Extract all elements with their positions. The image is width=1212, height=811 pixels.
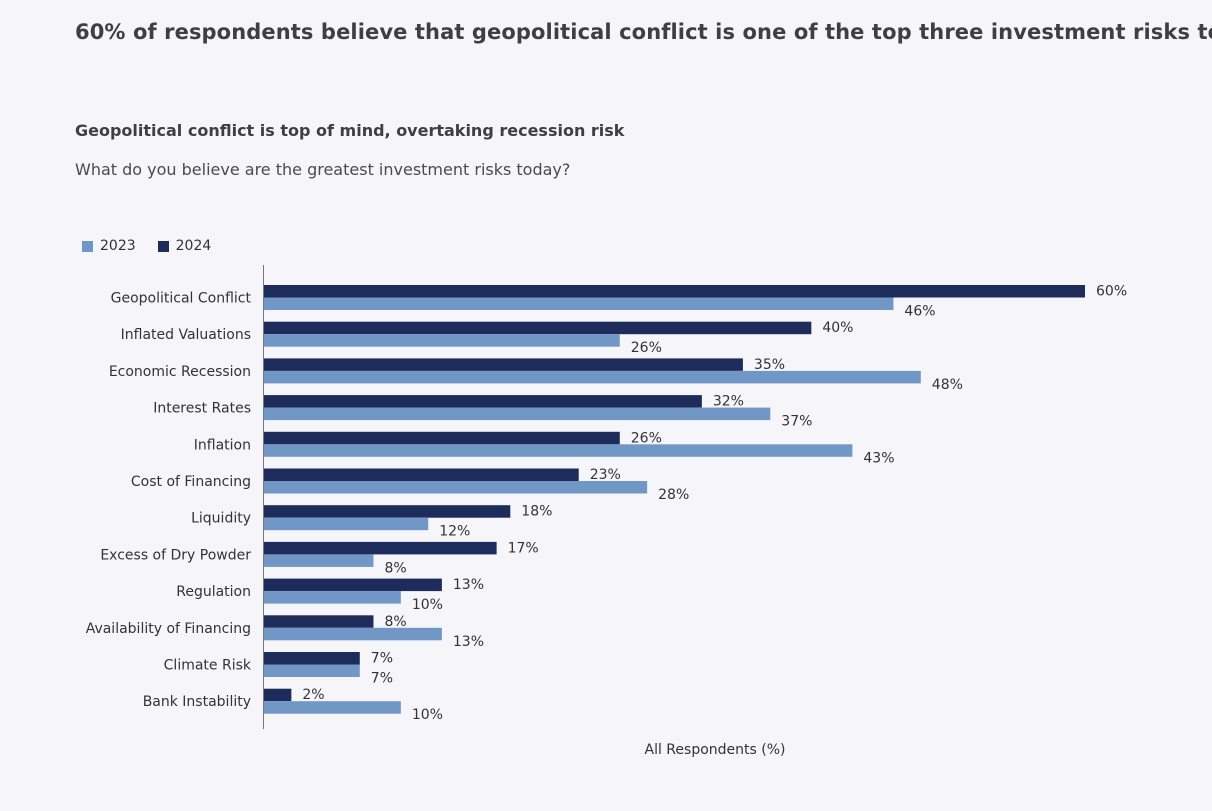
bar-2024-economic-recession xyxy=(264,358,743,371)
bar-2023-excess-of-dry-powder xyxy=(264,554,374,567)
bar-2023-inflation xyxy=(264,444,853,457)
value-label-2024-liquidity: 18% xyxy=(521,504,552,520)
value-label-2023-inflated-valuations: 26% xyxy=(631,340,662,356)
bar-2024-inflation xyxy=(264,431,620,445)
value-label-2024-regulation: 13% xyxy=(453,577,484,593)
value-label-2024-availability-of-financing: 8% xyxy=(384,614,406,630)
chart-subtitle: What do you believe are the greatest inv… xyxy=(75,160,571,179)
bar-2023-inflated-valuations xyxy=(264,334,620,347)
chart-title: Geopolitical conflict is top of mind, ov… xyxy=(75,121,625,140)
value-label-2024-bank-instability: 2% xyxy=(302,687,324,703)
headline: 60% of respondents believe that geopolit… xyxy=(75,20,1212,44)
bar-2024-liquidity xyxy=(264,505,511,518)
legend-label-2023: 2023 xyxy=(100,238,136,254)
bar-2024-cost-of-financing xyxy=(264,468,579,481)
bar-2024-inflated-valuations xyxy=(264,321,812,335)
category-label-inflated-valuations: Inflated Valuations xyxy=(121,327,251,343)
bar-2024-bank-instability xyxy=(264,688,292,702)
category-label-regulation: Regulation xyxy=(176,584,251,600)
legend-swatch-2024 xyxy=(157,240,169,252)
bar-2024-climate-risk xyxy=(264,652,360,665)
value-label-2023-availability-of-financing: 13% xyxy=(453,634,484,650)
bar-2024-regulation xyxy=(264,578,442,592)
bar-2023-cost-of-financing xyxy=(264,481,648,494)
bar-2023-availability-of-financing xyxy=(264,627,442,641)
bar-2023-economic-recession xyxy=(264,370,921,384)
value-label-2023-geopolitical-conflict: 46% xyxy=(904,304,935,320)
value-label-2024-interest-rates: 32% xyxy=(713,394,744,410)
bar-2023-interest-rates xyxy=(264,407,771,421)
legend-item-2023: 2023 xyxy=(82,238,136,254)
bar-2024-excess-of-dry-powder xyxy=(264,541,497,555)
bar-2023-climate-risk xyxy=(264,664,360,677)
category-label-climate-risk: Climate Risk xyxy=(164,658,252,674)
value-label-2023-liquidity: 12% xyxy=(439,524,470,540)
category-label-inflation: Inflation xyxy=(194,437,251,453)
legend-label-2024: 2024 xyxy=(175,238,212,254)
legend: 2023 2024 xyxy=(82,238,233,254)
x-axis-label: All Respondents (%) xyxy=(645,742,786,758)
value-label-2023-regulation: 10% xyxy=(412,597,443,613)
value-label-2024-cost-of-financing: 23% xyxy=(590,467,621,483)
value-label-2024-geopolitical-conflict: 60% xyxy=(1096,284,1127,300)
bar-2024-interest-rates xyxy=(264,395,702,408)
bar-2023-regulation xyxy=(264,591,401,604)
value-label-2023-climate-risk: 7% xyxy=(371,671,393,687)
value-label-2024-inflated-valuations: 40% xyxy=(822,320,853,336)
value-label-2023-excess-of-dry-powder: 8% xyxy=(384,560,406,576)
value-label-2024-excess-of-dry-powder: 17% xyxy=(508,540,539,556)
category-label-cost-of-financing: Cost of Financing xyxy=(131,474,251,490)
bar-2024-geopolitical-conflict xyxy=(264,285,1085,298)
category-label-liquidity: Liquidity xyxy=(191,511,251,527)
value-label-2023-economic-recession: 48% xyxy=(932,377,963,393)
value-label-2023-inflation: 43% xyxy=(863,450,894,466)
value-label-2024-inflation: 26% xyxy=(631,430,662,446)
category-label-economic-recession: Economic Recession xyxy=(109,364,251,380)
category-label-excess-of-dry-powder: Excess of Dry Powder xyxy=(100,547,251,563)
bar-2023-geopolitical-conflict xyxy=(264,297,894,310)
bar-2024-availability-of-financing xyxy=(264,615,374,628)
legend-item-2024: 2024 xyxy=(157,238,212,254)
category-label-bank-instability: Bank Instability xyxy=(143,694,251,710)
bar-2023-liquidity xyxy=(264,517,429,531)
value-label-2023-interest-rates: 37% xyxy=(781,414,812,430)
value-label-2024-economic-recession: 35% xyxy=(754,357,785,373)
category-label-interest-rates: Interest Rates xyxy=(153,401,251,417)
category-label-availability-of-financing: Availability of Financing xyxy=(86,621,251,637)
value-label-2023-bank-instability: 10% xyxy=(412,707,443,723)
bar-2023-bank-instability xyxy=(264,701,401,714)
value-label-2023-cost-of-financing: 28% xyxy=(658,487,689,503)
value-label-2024-climate-risk: 7% xyxy=(371,651,393,667)
legend-swatch-2023 xyxy=(82,240,93,252)
category-label-geopolitical-conflict: Geopolitical Conflict xyxy=(111,291,252,307)
